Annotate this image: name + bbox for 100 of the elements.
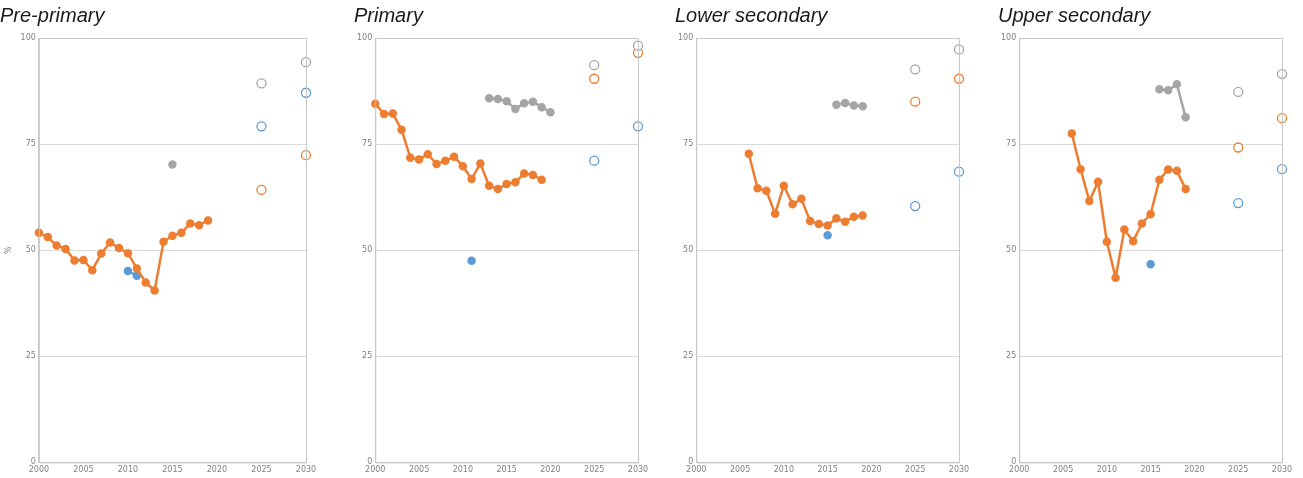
y-tick-label: 50 xyxy=(683,245,694,255)
point xyxy=(423,150,433,159)
point xyxy=(519,169,529,178)
point xyxy=(203,216,213,225)
point xyxy=(1233,197,1244,209)
chart-title: Primary xyxy=(354,3,424,26)
point xyxy=(467,174,476,184)
point xyxy=(484,94,494,103)
point xyxy=(1155,175,1164,184)
y-tick-label: 100 xyxy=(20,33,36,43)
point xyxy=(858,102,867,111)
point xyxy=(1076,164,1085,174)
point xyxy=(114,243,124,253)
point xyxy=(493,184,503,194)
point xyxy=(1181,184,1190,194)
point xyxy=(458,161,468,171)
point xyxy=(256,121,267,132)
point xyxy=(105,238,115,247)
point xyxy=(589,155,600,166)
y-axis-title: % xyxy=(3,246,13,254)
x-tick-label: 2015 xyxy=(817,465,838,475)
point xyxy=(502,179,511,189)
y-tick-label: 25 xyxy=(25,351,36,361)
y-tick-label: 50 xyxy=(362,245,373,255)
y-tick-label: 25 xyxy=(683,351,694,361)
x-tick-label: 2010 xyxy=(773,465,795,475)
point xyxy=(1276,163,1288,175)
chart-title: Upper secondary xyxy=(998,3,1152,26)
point xyxy=(397,125,406,134)
point xyxy=(1172,80,1182,89)
point xyxy=(70,256,79,265)
x-tick-label: 2010 xyxy=(1096,465,1118,475)
point xyxy=(1102,237,1112,246)
point xyxy=(1163,165,1173,174)
y-tick-label: 75 xyxy=(25,139,36,149)
point xyxy=(788,200,797,209)
chart-title: Pre-primary xyxy=(0,3,106,26)
y-tick-label: 75 xyxy=(1006,139,1017,149)
point xyxy=(132,264,142,273)
point xyxy=(379,109,389,119)
x-tick-label: 2025 xyxy=(905,465,926,475)
point xyxy=(79,255,88,265)
point xyxy=(388,109,398,118)
point xyxy=(832,100,841,109)
x-tick-label: 2030 xyxy=(948,465,970,475)
point xyxy=(185,219,195,228)
x-tick-label: 2015 xyxy=(1140,465,1161,475)
x-tick-label: 2020 xyxy=(540,465,561,475)
point xyxy=(528,97,538,106)
point xyxy=(537,102,546,112)
point xyxy=(910,200,921,212)
point xyxy=(256,78,267,89)
point xyxy=(519,99,529,108)
y-tick-label: 50 xyxy=(1006,245,1017,255)
point xyxy=(511,104,520,114)
y-tick-label: 0 xyxy=(688,457,694,467)
point xyxy=(493,94,503,104)
point xyxy=(840,217,850,227)
point xyxy=(1233,142,1244,153)
x-tick-label: 2020 xyxy=(206,465,228,475)
point xyxy=(546,108,555,117)
point xyxy=(52,241,61,250)
point xyxy=(43,232,53,242)
point xyxy=(910,96,921,107)
point xyxy=(432,159,441,169)
y-tick-label: 100 xyxy=(356,33,373,43)
point xyxy=(484,181,494,190)
x-tick-label: 2030 xyxy=(295,465,317,475)
point xyxy=(1155,85,1164,94)
point xyxy=(123,248,133,258)
point xyxy=(805,216,815,226)
x-tick-label: 2000 xyxy=(28,465,50,475)
x-tick-label: 2015 xyxy=(162,465,183,475)
x-tick-label: 2010 xyxy=(117,465,139,475)
y-tick-label: 75 xyxy=(362,139,373,149)
x-tick-label: 2005 xyxy=(729,465,751,475)
x-tick-label: 2020 xyxy=(1184,465,1205,475)
x-tick-label: 2020 xyxy=(861,465,882,475)
y-tick-label: 0 xyxy=(30,457,36,467)
point xyxy=(159,237,168,246)
x-tick-label: 2025 xyxy=(584,465,605,475)
point xyxy=(177,228,186,238)
point xyxy=(1233,86,1244,98)
point xyxy=(589,73,600,84)
x-tick-label: 2025 xyxy=(1228,465,1249,475)
point xyxy=(123,266,133,276)
point xyxy=(797,194,806,204)
point xyxy=(150,286,159,295)
y-tick-label: 25 xyxy=(362,351,373,361)
point xyxy=(858,211,867,220)
y-tick-label: 0 xyxy=(367,457,373,467)
point xyxy=(537,175,546,184)
point xyxy=(762,186,771,196)
y-tick-label: 25 xyxy=(1006,351,1017,361)
x-tick-label: 2030 xyxy=(1271,465,1293,475)
y-tick-label: 100 xyxy=(677,33,694,43)
point xyxy=(849,101,859,110)
point xyxy=(744,149,754,159)
point xyxy=(476,159,485,168)
point xyxy=(589,60,600,71)
